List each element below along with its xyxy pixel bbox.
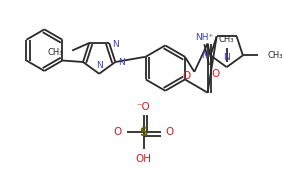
Text: O: O (183, 71, 191, 81)
Text: N: N (96, 61, 103, 70)
Text: NH⁺: NH⁺ (196, 33, 214, 42)
Text: O: O (114, 127, 122, 137)
Text: CH₃: CH₃ (267, 51, 282, 60)
Text: N: N (223, 53, 230, 62)
Text: ⁻O: ⁻O (137, 102, 150, 112)
Text: N: N (112, 40, 119, 49)
Text: CH₃: CH₃ (219, 35, 234, 44)
Text: OH: OH (136, 154, 151, 164)
Text: O: O (165, 127, 173, 137)
Text: N: N (201, 51, 208, 60)
Text: S: S (139, 126, 148, 139)
Text: O: O (211, 69, 219, 79)
Text: N: N (118, 57, 125, 66)
Text: CH₃: CH₃ (47, 48, 63, 57)
